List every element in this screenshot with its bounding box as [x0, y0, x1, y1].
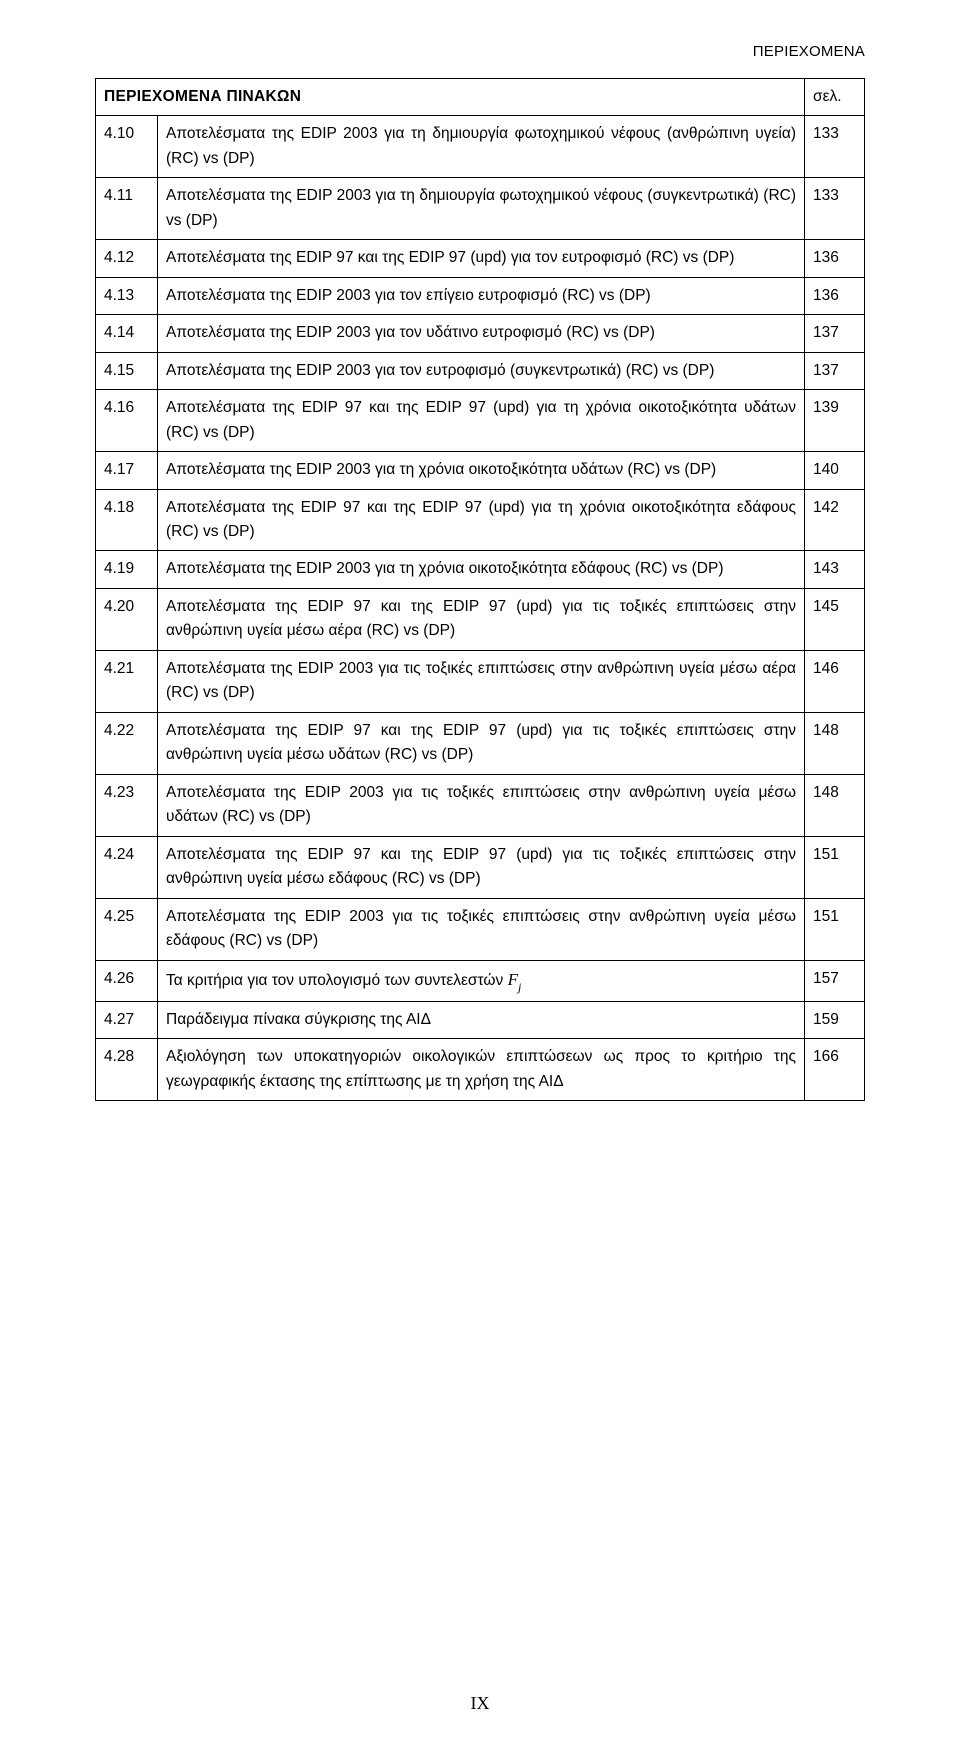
table-row: 4.16Αποτελέσματα της EDIP 97 και της EDI…: [96, 390, 865, 452]
table-row: 4.26Τα κριτήρια για τον υπολογισμό των σ…: [96, 960, 865, 1001]
row-description: Αποτελέσματα της EDIP 2003 για τον υδάτι…: [158, 315, 805, 352]
row-number: 4.19: [96, 551, 158, 588]
row-number: 4.16: [96, 390, 158, 452]
table-row: 4.27Παράδειγμα πίνακα σύγκρισης της ΑΙΔ1…: [96, 1001, 865, 1038]
table-row: 4.14Αποτελέσματα της EDIP 2003 για τον υ…: [96, 315, 865, 352]
row-number: 4.28: [96, 1039, 158, 1101]
row-description: Αποτελέσματα της EDIP 2003 για τη δημιου…: [158, 178, 805, 240]
row-description: Αποτελέσματα της EDIP 2003 για τον επίγε…: [158, 277, 805, 314]
toc-title: ΠΕΡΙΕΧΟΜΕΝΑ ΠΙΝΑΚΩΝ: [96, 78, 805, 115]
table-row: 4.15Αποτελέσματα της EDIP 2003 για τον ε…: [96, 352, 865, 389]
row-page: 148: [805, 774, 865, 836]
row-number: 4.20: [96, 588, 158, 650]
row-page: 143: [805, 551, 865, 588]
formula-subscript: j: [518, 980, 521, 994]
row-number: 4.10: [96, 116, 158, 178]
row-number: 4.12: [96, 240, 158, 277]
row-page: 136: [805, 277, 865, 314]
row-number: 4.13: [96, 277, 158, 314]
table-row: 4.23Αποτελέσματα της EDIP 2003 για τις τ…: [96, 774, 865, 836]
row-description: Αποτελέσματα της EDIP 97 και της EDIP 97…: [158, 712, 805, 774]
row-description: Αποτελέσματα της EDIP 97 και της EDIP 97…: [158, 240, 805, 277]
row-number: 4.27: [96, 1001, 158, 1038]
row-page: 157: [805, 960, 865, 1001]
row-description: Αποτελέσματα της EDIP 2003 για τις τοξικ…: [158, 650, 805, 712]
row-number: 4.15: [96, 352, 158, 389]
row-page: 148: [805, 712, 865, 774]
row-page: 133: [805, 178, 865, 240]
table-row: 4.28Αξιολόγηση των υποκατηγοριών οικολογ…: [96, 1039, 865, 1101]
row-number: 4.17: [96, 452, 158, 489]
formula-base: F: [508, 970, 518, 989]
row-number: 4.11: [96, 178, 158, 240]
row-page: 142: [805, 489, 865, 551]
table-row: 4.25Αποτελέσματα της EDIP 2003 για τις τ…: [96, 898, 865, 960]
table-row: 4.18Αποτελέσματα της EDIP 97 και της EDI…: [96, 489, 865, 551]
row-description: Τα κριτήρια για τον υπολογισμό των συντε…: [158, 960, 805, 1001]
table-row: 4.19Αποτελέσματα της EDIP 2003 για τη χρ…: [96, 551, 865, 588]
row-page: 145: [805, 588, 865, 650]
row-number: 4.23: [96, 774, 158, 836]
row-page: 137: [805, 315, 865, 352]
table-row: 4.17Αποτελέσματα της EDIP 2003 για τη χρ…: [96, 452, 865, 489]
row-description: Αποτελέσματα της EDIP 97 και της EDIP 97…: [158, 836, 805, 898]
row-page: 146: [805, 650, 865, 712]
row-number: 4.26: [96, 960, 158, 1001]
row-number: 4.22: [96, 712, 158, 774]
table-row: 4.11Αποτελέσματα της EDIP 2003 για τη δη…: [96, 178, 865, 240]
row-description: Αποτελέσματα της EDIP 97 και της EDIP 97…: [158, 588, 805, 650]
row-number: 4.21: [96, 650, 158, 712]
page-header: ΠΕΡΙΕΧΟΜΕΝΑ: [95, 40, 865, 64]
row-number: 4.25: [96, 898, 158, 960]
row-page: 151: [805, 898, 865, 960]
row-page: 140: [805, 452, 865, 489]
row-description: Αποτελέσματα της EDIP 97 και της EDIP 97…: [158, 489, 805, 551]
row-description: Αποτελέσματα της EDIP 2003 για τις τοξικ…: [158, 898, 805, 960]
row-page: 136: [805, 240, 865, 277]
toc-title-row: ΠΕΡΙΕΧΟΜΕΝΑ ΠΙΝΑΚΩΝ σελ.: [96, 78, 865, 115]
row-description: Αξιολόγηση των υποκατηγοριών οικολογικών…: [158, 1039, 805, 1101]
row-description: Αποτελέσματα της EDIP 2003 για τη δημιου…: [158, 116, 805, 178]
document-page: ΠΕΡΙΕΧΟΜΕΝΑ ΠΕΡΙΕΧΟΜΕΝΑ ΠΙΝΑΚΩΝ σελ. 4.1…: [0, 0, 960, 1745]
toc-title-text: ΠΕΡΙΕΧΟΜΕΝΑ ΠΙΝΑΚΩΝ: [104, 88, 301, 105]
row-page: 166: [805, 1039, 865, 1101]
table-row: 4.10Αποτελέσματα της EDIP 2003 για τη δη…: [96, 116, 865, 178]
row-number: 4.14: [96, 315, 158, 352]
row-description: Αποτελέσματα της EDIP 97 και της EDIP 97…: [158, 390, 805, 452]
row-description: Παράδειγμα πίνακα σύγκρισης της ΑΙΔ: [158, 1001, 805, 1038]
row-number: 4.18: [96, 489, 158, 551]
toc-page-label: σελ.: [805, 78, 865, 115]
header-text: ΠΕΡΙΕΧΟΜΕΝΑ: [753, 43, 865, 60]
row-description: Αποτελέσματα της EDIP 2003 για τη χρόνια…: [158, 452, 805, 489]
table-row: 4.13Αποτελέσματα της EDIP 2003 για τον ε…: [96, 277, 865, 314]
table-row: 4.20Αποτελέσματα της EDIP 97 και της EDI…: [96, 588, 865, 650]
toc-table: ΠΕΡΙΕΧΟΜΕΝΑ ΠΙΝΑΚΩΝ σελ. 4.10Αποτελέσματ…: [95, 78, 865, 1102]
table-row: 4.21Αποτελέσματα της EDIP 2003 για τις τ…: [96, 650, 865, 712]
row-page: 137: [805, 352, 865, 389]
row-description: Αποτελέσματα της EDIP 2003 για τις τοξικ…: [158, 774, 805, 836]
row-page: 133: [805, 116, 865, 178]
row-page: 151: [805, 836, 865, 898]
row-number: 4.24: [96, 836, 158, 898]
table-row: 4.24Αποτελέσματα της EDIP 97 και της EDI…: [96, 836, 865, 898]
row-description: Αποτελέσματα της EDIP 2003 για τον ευτρο…: [158, 352, 805, 389]
row-description: Αποτελέσματα της EDIP 2003 για τη χρόνια…: [158, 551, 805, 588]
row-page: 159: [805, 1001, 865, 1038]
table-row: 4.12Αποτελέσματα της EDIP 97 και της EDI…: [96, 240, 865, 277]
page-number: IX: [0, 1689, 960, 1717]
table-row: 4.22Αποτελέσματα της EDIP 97 και της EDI…: [96, 712, 865, 774]
row-page: 139: [805, 390, 865, 452]
